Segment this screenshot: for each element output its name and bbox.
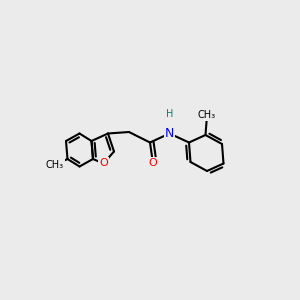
Text: N: N <box>165 127 174 140</box>
Text: CH₃: CH₃ <box>198 110 216 121</box>
Text: CH₃: CH₃ <box>46 160 64 170</box>
Text: O: O <box>148 158 158 169</box>
Text: O: O <box>99 158 108 169</box>
Text: H: H <box>166 109 173 119</box>
